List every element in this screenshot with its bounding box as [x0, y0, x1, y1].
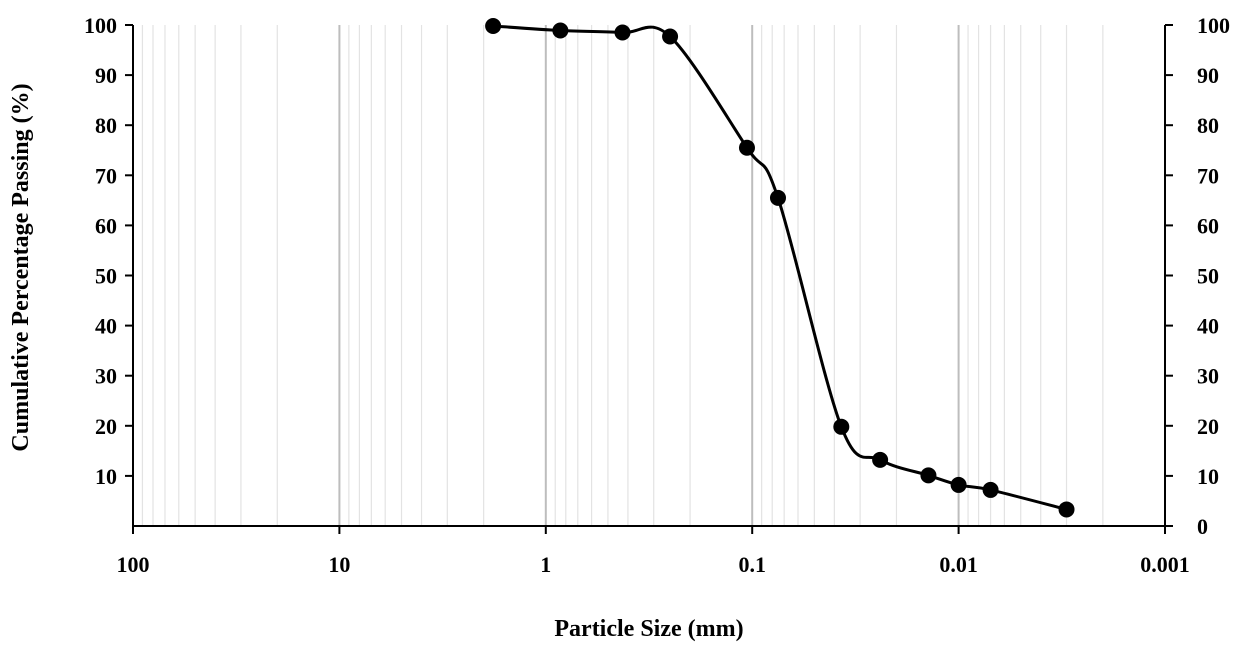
right-y-tick-label: 80 — [1197, 113, 1219, 138]
data-point — [872, 451, 889, 468]
data-point — [833, 418, 850, 435]
right-y-tick-label: 30 — [1197, 364, 1219, 389]
left-y-tick-label: 60 — [95, 213, 117, 238]
data-point — [662, 28, 679, 45]
gridlines — [141, 25, 1104, 526]
tick-labels: 10 20 30 40 50 60 70 80 90 100 0 10 20 30 40 50 60 70 80 90… — [84, 13, 1230, 577]
left-y-tick-label: 20 — [95, 414, 117, 439]
y-axis-title: Cumulative Percentage Passing (%) — [8, 83, 34, 451]
left-y-tick-label: 50 — [95, 264, 117, 289]
right-y-tick-label: 20 — [1197, 414, 1219, 439]
data-point — [920, 467, 937, 484]
data-points — [485, 18, 1075, 518]
right-y-tick-label: 40 — [1197, 314, 1219, 339]
data-point — [1058, 501, 1075, 518]
left-y-tick-label: 30 — [95, 364, 117, 389]
right-y-tick-label: 70 — [1197, 163, 1219, 188]
data-point — [552, 22, 569, 39]
x-axis-title: Particle Size (mm) — [554, 616, 743, 642]
series-line — [493, 24, 1067, 511]
right-y-tick-label: 10 — [1197, 464, 1219, 489]
right-y-tick-label: 90 — [1197, 63, 1219, 88]
axes — [125, 24, 1173, 534]
data-point — [485, 18, 502, 35]
data-point — [738, 139, 755, 156]
x-tick-label: 1 — [540, 552, 551, 577]
right-y-tick-label: 60 — [1197, 213, 1219, 238]
left-y-tick-label: 70 — [95, 163, 117, 188]
right-y-tick-label: 0 — [1197, 514, 1208, 539]
data-point — [614, 24, 631, 41]
data-point — [769, 189, 786, 206]
left-y-tick-label: 80 — [95, 113, 117, 138]
data-point — [982, 481, 999, 498]
left-y-tick-label: 10 — [95, 464, 117, 489]
x-tick-label: 10 — [328, 552, 350, 577]
x-tick-label: 0.01 — [939, 552, 978, 577]
x-tick-label: 0.1 — [738, 552, 766, 577]
data-point — [950, 476, 967, 493]
left-y-tick-label: 100 — [84, 13, 117, 38]
x-tick-label: 0.001 — [1140, 552, 1190, 577]
x-tick-label: 100 — [117, 552, 150, 577]
left-y-tick-label: 90 — [95, 63, 117, 88]
right-y-tick-label: 50 — [1197, 264, 1219, 289]
right-y-tick-label: 100 — [1197, 13, 1230, 38]
left-y-tick-label: 40 — [95, 314, 117, 339]
series-curve-group — [493, 24, 1067, 511]
